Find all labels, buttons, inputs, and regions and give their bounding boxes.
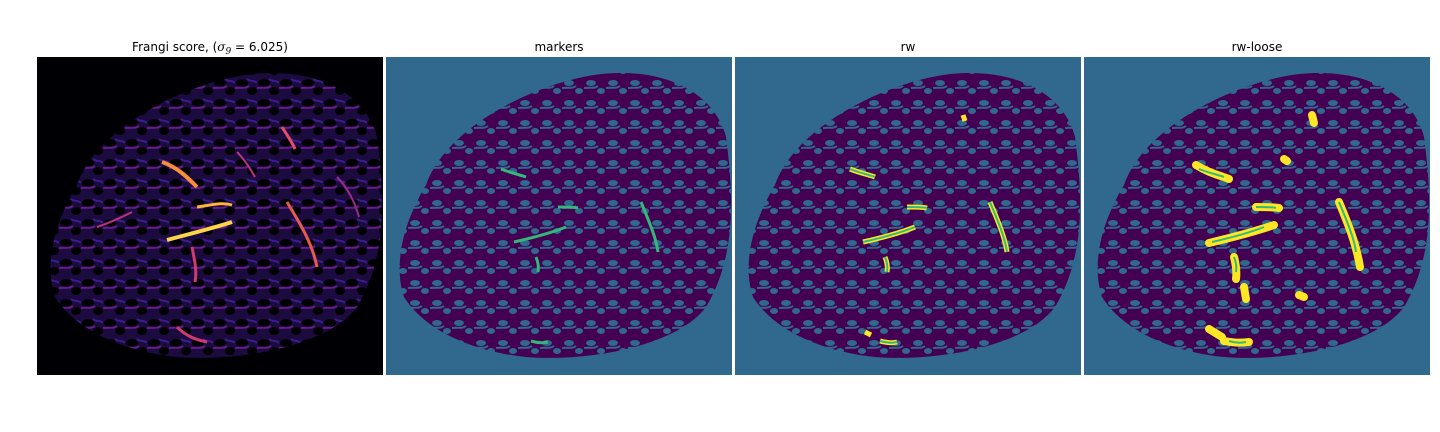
rw-marker-strokes: [849, 168, 1008, 344]
markers-image: [386, 57, 732, 375]
title-suffix: = 6.025): [231, 40, 288, 54]
panel-title-frangi: Frangi score, (σ9 = 6.025): [37, 38, 383, 57]
title-symbol: σ: [217, 40, 226, 54]
rw-image-panel: [735, 57, 1081, 375]
frangi-image-panel: [37, 57, 383, 375]
panel-title-rw: rw: [900, 40, 916, 54]
title-subscript: 9: [225, 47, 232, 57]
marker-strokes: [500, 167, 660, 345]
rw-loose-marker-strokes: [1198, 168, 1357, 344]
panel-title-markers: markers: [534, 40, 584, 54]
panel-title-rw-loose: rw-loose: [1231, 40, 1283, 54]
title-prefix: Frangi score, (: [132, 40, 218, 54]
frangi-image: [37, 57, 383, 375]
rw-image: [735, 57, 1081, 375]
markers-image-panel: [386, 57, 732, 375]
rw-loose-image-panel: [1084, 57, 1430, 375]
rw-loose-image: [1084, 57, 1430, 375]
